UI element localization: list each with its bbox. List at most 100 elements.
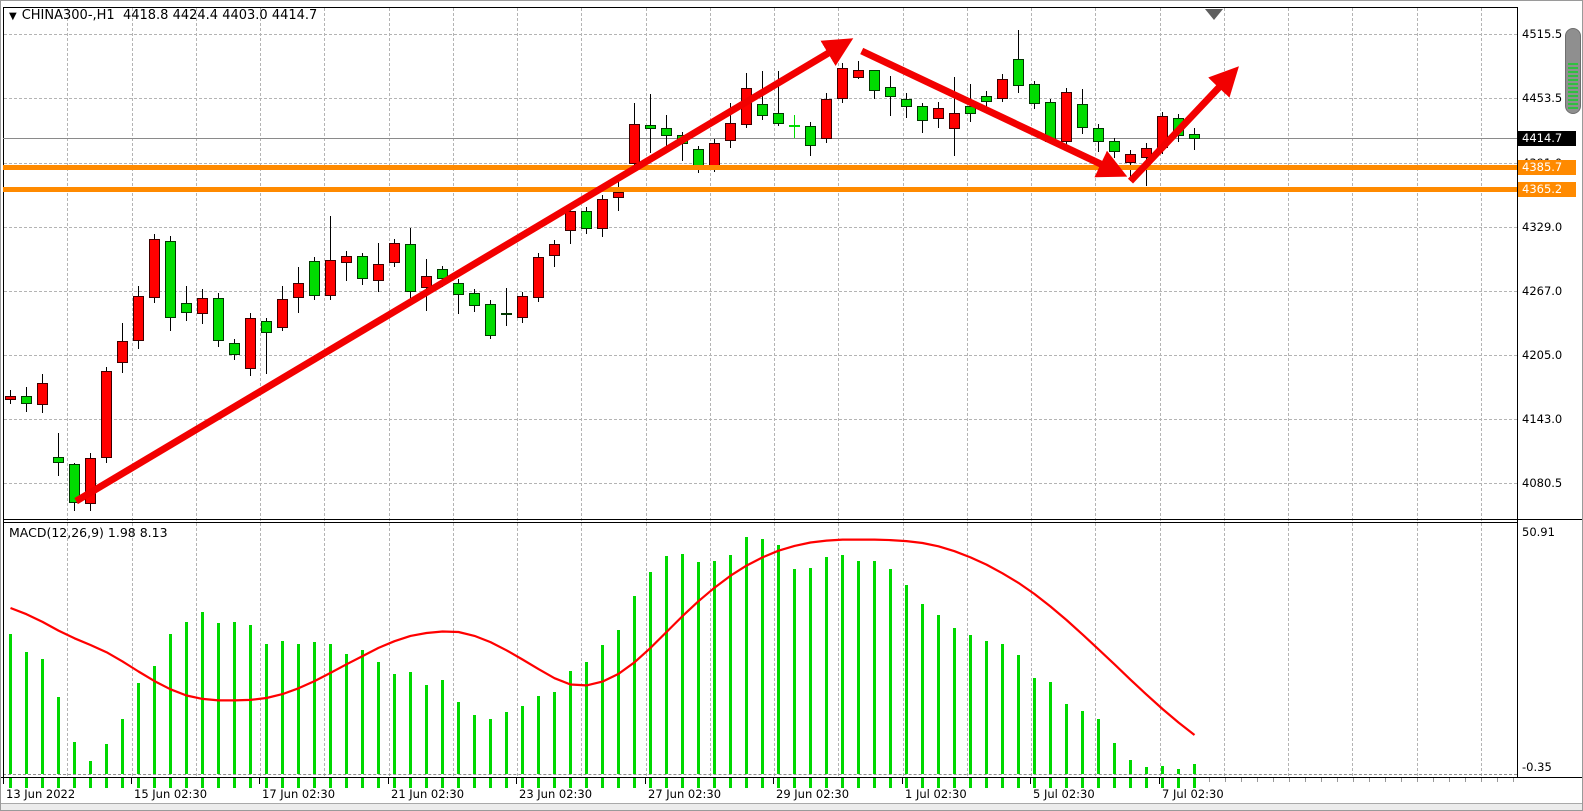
candle[interactable] (1029, 84, 1040, 104)
bar-time-tick (57, 778, 60, 788)
candle[interactable] (133, 295, 144, 342)
candle[interactable] (965, 105, 976, 114)
candle[interactable] (821, 98, 832, 139)
bar-time-tick (105, 778, 108, 788)
bar-time-tick (345, 778, 348, 788)
candle[interactable] (757, 103, 768, 117)
candle[interactable] (773, 112, 784, 125)
bar-time-tick (553, 778, 556, 788)
time-axis-label: 27 Jun 02:30 (648, 787, 722, 801)
candle[interactable] (149, 238, 160, 298)
candle[interactable] (389, 243, 400, 263)
candle[interactable] (997, 78, 1008, 99)
candle[interactable] (741, 88, 752, 126)
candle[interactable] (1013, 59, 1024, 87)
candle[interactable] (549, 244, 560, 257)
bar-time-tick (1001, 778, 1004, 788)
macd-histogram-bar (553, 692, 556, 774)
candle[interactable] (261, 321, 272, 333)
bar-time-tick (153, 778, 156, 788)
candle[interactable] (581, 211, 592, 229)
candle[interactable] (1061, 92, 1072, 142)
candle[interactable] (181, 302, 192, 314)
candle[interactable] (789, 125, 800, 128)
candle[interactable] (53, 456, 64, 463)
candle[interactable] (805, 126, 816, 146)
candle[interactable] (517, 295, 528, 319)
candle[interactable] (949, 112, 960, 130)
candle[interactable] (917, 105, 928, 122)
candle[interactable] (117, 341, 128, 363)
candle[interactable] (69, 463, 80, 504)
candle[interactable] (677, 134, 688, 144)
candle[interactable] (501, 313, 512, 316)
candle[interactable] (469, 292, 480, 306)
future-time-tick (1417, 778, 1418, 782)
candle[interactable] (21, 395, 32, 405)
macd-histogram-bar (105, 743, 108, 774)
candle[interactable] (1045, 101, 1056, 142)
support-line-2[interactable] (3, 187, 1517, 192)
candle[interactable] (421, 276, 432, 289)
candle[interactable] (661, 128, 672, 136)
candle[interactable] (85, 457, 96, 505)
candle[interactable] (645, 125, 656, 130)
time-axis-tick (645, 778, 646, 784)
candle[interactable] (405, 244, 416, 292)
candle[interactable] (325, 259, 336, 296)
candle[interactable] (245, 318, 256, 369)
candle[interactable] (5, 395, 16, 400)
candle[interactable] (693, 149, 704, 167)
candle[interactable] (1125, 154, 1136, 163)
candle[interactable] (485, 303, 496, 336)
candle[interactable] (597, 198, 608, 229)
candle[interactable] (725, 123, 736, 141)
candle[interactable] (709, 142, 720, 168)
candle[interactable] (565, 211, 576, 231)
macd-histogram-bar (41, 659, 44, 774)
support-line-1[interactable] (3, 165, 1517, 170)
panel-separator-top[interactable] (3, 519, 1582, 520)
candle[interactable] (37, 383, 48, 406)
panel-separator-bottom[interactable] (3, 522, 1517, 523)
candle[interactable] (933, 107, 944, 120)
candle[interactable] (277, 298, 288, 328)
candle[interactable] (629, 124, 640, 164)
candle[interactable] (1109, 140, 1120, 153)
candle[interactable] (293, 283, 304, 298)
vertical-scrollbar-thumb[interactable] (1565, 28, 1581, 114)
bar-time-tick (1081, 778, 1084, 788)
macd-histogram-bar (745, 537, 748, 774)
macd-histogram-bar (1129, 759, 1132, 774)
candle[interactable] (309, 260, 320, 296)
candle[interactable] (1173, 118, 1184, 136)
candle[interactable] (213, 297, 224, 342)
candle[interactable] (1157, 116, 1168, 149)
candle[interactable] (197, 297, 208, 315)
candle[interactable] (453, 283, 464, 295)
candle[interactable] (1189, 133, 1200, 139)
candle[interactable] (357, 256, 368, 280)
bar-time-tick (537, 778, 540, 788)
candle[interactable] (373, 263, 384, 282)
bar-time-tick (121, 778, 124, 788)
candle[interactable] (165, 240, 176, 319)
macd-zero-line (3, 774, 1517, 775)
candle[interactable] (533, 257, 544, 298)
candle[interactable] (1093, 128, 1104, 142)
candle[interactable] (229, 343, 240, 355)
candle[interactable] (437, 268, 448, 280)
candle[interactable] (853, 69, 864, 78)
candle[interactable] (901, 98, 912, 107)
candle[interactable] (837, 67, 848, 99)
bar-time-tick (1097, 778, 1100, 788)
candle[interactable] (613, 192, 624, 198)
candle[interactable] (1141, 148, 1152, 159)
candle[interactable] (869, 69, 880, 92)
candle[interactable] (981, 96, 992, 102)
symbol-dropdown-icon[interactable]: ▼ (9, 11, 17, 22)
candle[interactable] (885, 87, 896, 98)
candle[interactable] (101, 371, 112, 458)
candle[interactable] (341, 256, 352, 263)
candle[interactable] (1077, 103, 1088, 129)
